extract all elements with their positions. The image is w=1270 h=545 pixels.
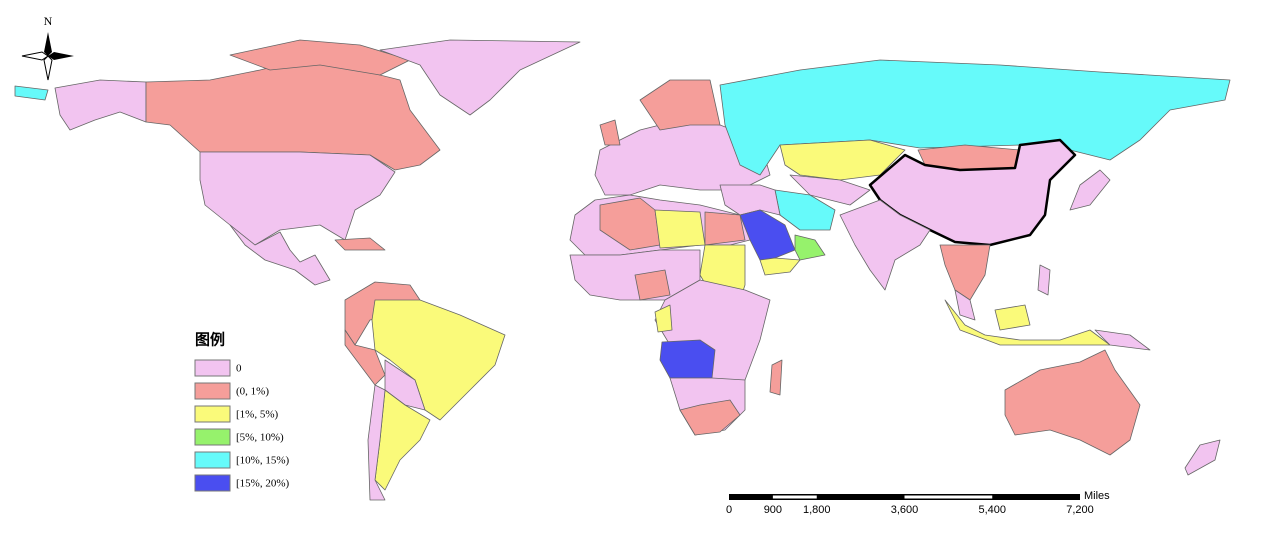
arrow-e [48,52,74,60]
libya [654,209,706,249]
legend-title: 图例 [195,330,225,348]
aleutian [14,85,49,101]
egypt [704,211,746,246]
scale-unit: Miles [1084,490,1110,502]
legend-swatch [194,474,231,492]
countries [14,39,1231,501]
legend-swatch [194,382,231,400]
madagascar [769,359,783,396]
central-asia [789,174,871,206]
russia [719,59,1231,176]
yemen [759,257,801,276]
scale-label: 5,400 [978,504,1006,516]
saudi-arabia [739,209,796,261]
legend-label: [10%, 15%) [236,455,289,467]
scale-label: 7,200 [1066,504,1094,516]
uk [599,119,621,146]
legend-swatch [194,405,231,423]
alaska [54,79,147,131]
scale-label: 900 [764,504,782,516]
borneo [994,304,1031,331]
new-zealand [1184,439,1221,476]
scandinavia [639,79,721,131]
angola [659,339,716,379]
legend-label: [1%, 5%) [236,409,278,421]
legend-label: (0, 1%) [236,386,269,398]
indonesia [944,299,1111,346]
canada-islands [229,39,411,76]
scale-label: 0 [726,504,732,516]
peru [344,329,386,386]
legend-label: [5%, 10%) [236,432,284,444]
indochina [954,289,976,321]
kazakhstan [779,139,906,181]
australia [1004,349,1141,456]
philippines [1037,264,1051,296]
legend-swatch [194,359,231,377]
nigeria [634,269,671,301]
legend-swatch [194,451,231,469]
south-africa [679,399,741,436]
caribbean [334,237,386,251]
legend-swatch [194,428,231,446]
north-arrow: N [21,14,74,81]
legend-label: 0 [236,363,242,375]
oman-uae [794,234,826,261]
mexico [229,224,331,286]
scale-bar: Miles 0 900 1,800 3,600 5,400 7,200 [726,490,1110,516]
papua [1094,329,1151,351]
brazil [371,299,506,421]
middle-east [719,184,781,216]
legend-label: [15%, 20%) [236,478,289,490]
india [839,199,931,291]
usa [199,151,396,246]
scale-label: 3,600 [891,504,919,516]
japan [1069,169,1111,211]
greenland [379,39,581,116]
scale-segment [904,495,993,499]
scale-segment [772,495,817,499]
arrow-n [44,32,52,56]
legend: 图例 0 (0, 1%) [1%, 5%) [5%, 10%) [10%, 15%) [1… [194,330,289,492]
scale-label: 1,800 [803,504,831,516]
gabon [654,304,673,333]
chile [367,384,386,501]
north-label: N [44,14,53,28]
